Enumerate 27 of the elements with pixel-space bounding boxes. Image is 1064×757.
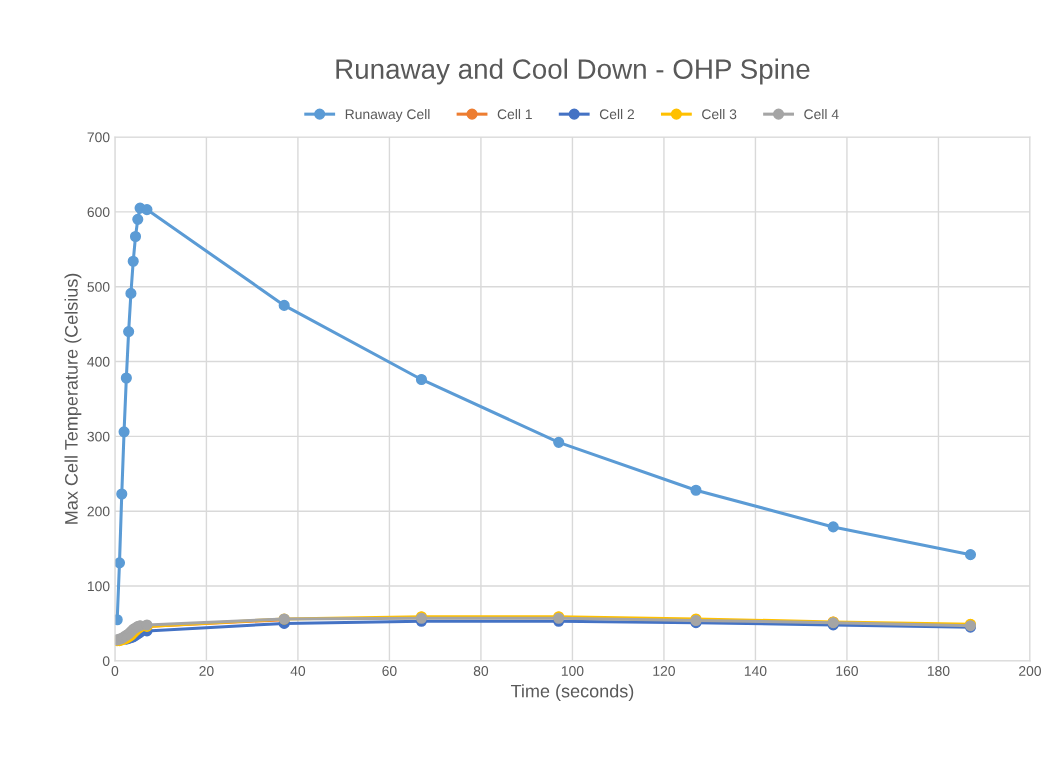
x-tick-label: 140 <box>744 666 767 676</box>
chart-title: Runaway and Cool Down - OHP Spine <box>336 58 810 85</box>
y-tick-label: 0 <box>102 656 110 667</box>
x-tick-label: 200 <box>1019 666 1041 676</box>
y-tick-label: 300 <box>87 431 110 442</box>
x-tick-label: 180 <box>927 666 950 676</box>
y-tick-label: 700 <box>87 132 110 143</box>
legend-label: Cell 4 <box>804 108 839 120</box>
x-tick-label: 100 <box>561 666 584 676</box>
y-tick-label: 400 <box>87 356 110 367</box>
y-tick-label: 500 <box>87 282 110 292</box>
x-tick-label: 40 <box>290 666 306 676</box>
x-tick-label: 60 <box>382 666 397 676</box>
y-axis-title: Max Cell Temperature (Celsius) <box>64 273 82 524</box>
legend-label: Runaway Cell <box>345 108 430 122</box>
y-tick-label: 600 <box>87 207 110 218</box>
x-tick-label: 0 <box>111 666 119 676</box>
legend-label: Cell 3 <box>702 108 737 120</box>
legend-label: Cell 1 <box>497 108 532 120</box>
x-tick-label: 80 <box>473 666 489 676</box>
y-tick-label: 100 <box>87 581 110 592</box>
y-tick-label: 200 <box>87 506 110 517</box>
x-tick-label: 160 <box>836 666 858 676</box>
x-tick-label: 120 <box>653 666 675 676</box>
legend-label: Cell 2 <box>599 108 635 120</box>
x-axis-title: Time (seconds) <box>510 684 634 702</box>
x-tick-label: 20 <box>199 666 214 676</box>
